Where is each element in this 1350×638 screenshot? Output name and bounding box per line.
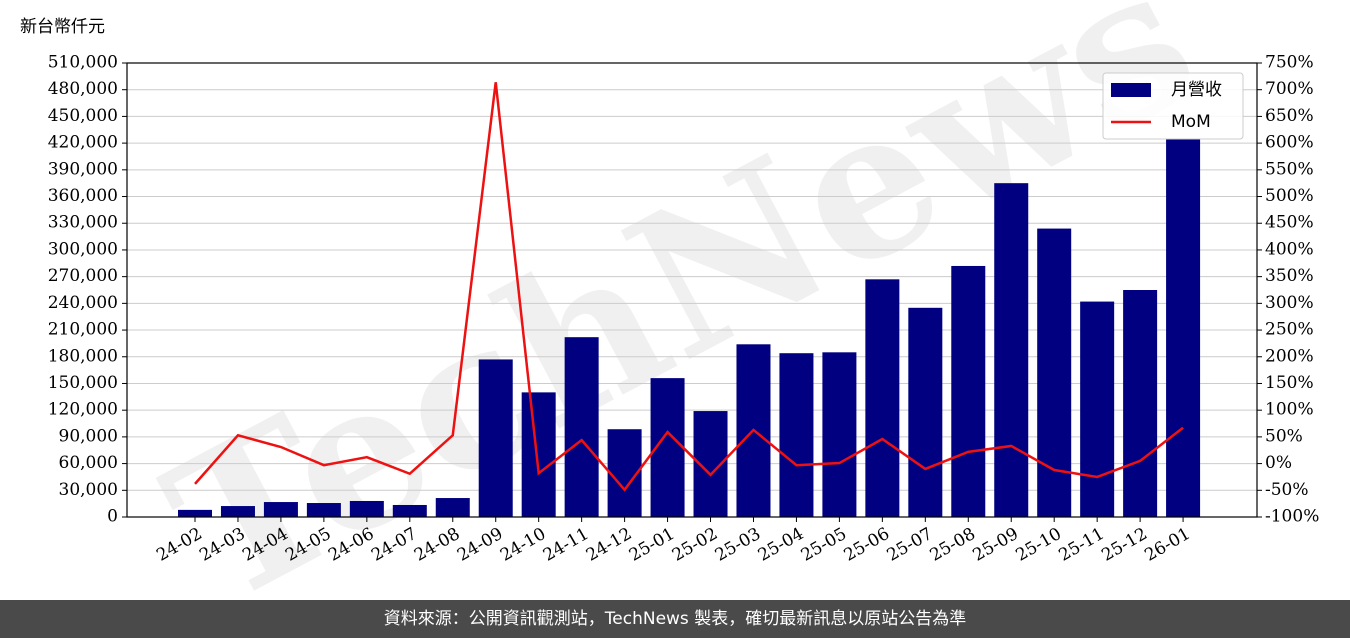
legend-label: MoM: [1171, 112, 1211, 132]
x-tick-label: 25-04: [755, 524, 807, 566]
x-tick-label: 25-07: [884, 524, 936, 566]
y-tick-label: 300,000: [48, 239, 118, 259]
unit-label: 新台幣仟元: [20, 17, 105, 37]
y-tick-label: 390,000: [48, 159, 118, 179]
y-tick-label: 270,000: [48, 266, 118, 286]
bar: [822, 352, 857, 517]
bar: [263, 502, 298, 517]
bar: [306, 503, 341, 517]
bar: [435, 498, 470, 517]
y2-tick-label: -100%: [1265, 507, 1319, 527]
x-tick-label: 24-11: [540, 524, 592, 566]
bar: [1123, 290, 1158, 517]
bar: [1080, 301, 1115, 517]
bar: [951, 265, 986, 517]
y2-tick-label: 450%: [1265, 213, 1314, 233]
x-tick-label: 25-06: [841, 524, 893, 566]
y-tick-label: 90,000: [59, 426, 118, 446]
y2-tick-label: 600%: [1265, 133, 1314, 153]
bar: [994, 183, 1029, 518]
y2-tick-label: 400%: [1265, 239, 1314, 259]
bar: [865, 279, 900, 517]
x-tick-label: 24-10: [497, 524, 549, 566]
y2-tick-label: -50%: [1265, 480, 1309, 500]
y2-tick-label: 100%: [1265, 400, 1314, 420]
y-tick-label: 450,000: [48, 106, 118, 126]
y-tick-label: 0: [107, 507, 118, 527]
y2-tick-label: 150%: [1265, 373, 1314, 393]
footer: 資料來源：公開資訊觀測站，TechNews 製表，確切最新訊息以原站公告為準: [0, 600, 1350, 638]
y-tick-label: 510,000: [48, 53, 118, 73]
y-tick-label: 30,000: [59, 480, 118, 500]
y-tick-label: 420,000: [48, 133, 118, 153]
y2-tick-label: 700%: [1265, 79, 1314, 99]
y-tick-label: 240,000: [48, 293, 118, 313]
chart: 新台幣仟元 TechNews 030,00060,00090,000120,00…: [20, 0, 1319, 600]
y2-tick-label: 550%: [1265, 159, 1314, 179]
bar: [521, 392, 556, 517]
x-tick-label: 25-10: [1013, 524, 1065, 566]
bar: [908, 307, 943, 517]
bar: [392, 504, 427, 517]
y2-tick-label: 200%: [1265, 346, 1314, 366]
bar: [220, 506, 255, 517]
x-tick-label: 25-09: [970, 524, 1022, 566]
x-tick-label: 26-01: [1141, 524, 1193, 566]
y-tick-label: 120,000: [48, 400, 118, 420]
line: [194, 82, 1184, 492]
x-tick-label: 24-12: [583, 524, 635, 566]
y-tick-label: 330,000: [48, 213, 118, 233]
y2-tick-label: 350%: [1265, 266, 1314, 286]
bar: [564, 337, 599, 517]
x-tick-label: 25-11: [1055, 524, 1107, 566]
plot-frame: [126, 62, 1258, 518]
x-tick-label: 25-01: [626, 524, 678, 566]
y-tick-label: 60,000: [59, 453, 118, 473]
bar: [478, 359, 513, 517]
y2-tick-label: 50%: [1265, 426, 1303, 446]
y2-tick-label: 0%: [1265, 453, 1292, 473]
bar: [349, 500, 384, 517]
legend-swatch: [1111, 83, 1151, 97]
y-tick-label: 480,000: [48, 79, 118, 99]
x-tick-label: 25-05: [798, 524, 850, 566]
x-tick-label: 25-12: [1098, 524, 1150, 566]
y2-tick-label: 650%: [1265, 106, 1314, 126]
bar: [779, 353, 814, 517]
y2-tick-label: 250%: [1265, 320, 1314, 340]
bar: [178, 509, 212, 517]
y-tick-label: 360,000: [48, 186, 118, 206]
y-tick-label: 150,000: [48, 373, 118, 393]
y-tick-label: 210,000: [48, 320, 118, 340]
bar: [1037, 228, 1072, 517]
bar: [1166, 138, 1201, 517]
y2-tick-label: 300%: [1265, 293, 1314, 313]
y-tick-label: 180,000: [48, 346, 118, 366]
y2-tick-label: 750%: [1265, 53, 1314, 73]
legend-label: 月營收: [1171, 80, 1222, 100]
y2-tick-label: 500%: [1265, 186, 1314, 206]
x-tick-label: 25-03: [712, 524, 764, 566]
x-tick-label: 25-08: [927, 524, 979, 566]
x-tick-label: 25-02: [669, 524, 721, 566]
